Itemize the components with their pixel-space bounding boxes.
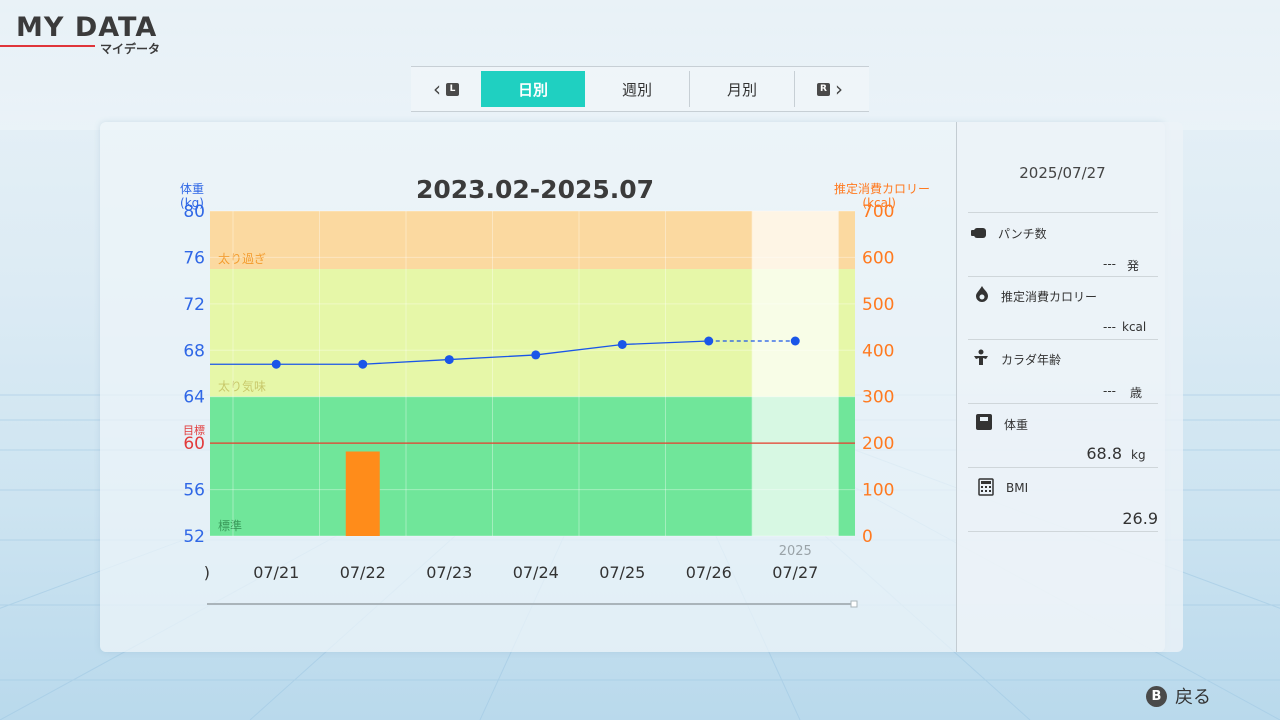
y-right-axis-label: 推定消費カロリー (kcal) xyxy=(833,182,930,210)
r-button-icon: R xyxy=(817,82,830,96)
weight-unit: kg xyxy=(1131,448,1146,462)
divider xyxy=(968,403,1158,404)
zone-band xyxy=(210,396,855,536)
chevron-left-icon: ‹ xyxy=(433,77,441,101)
next-period-button[interactable]: R › xyxy=(794,71,865,107)
back-label: 戻る xyxy=(1175,687,1211,708)
punch-unit: 発 xyxy=(1127,259,1140,273)
x-tick: 07/27 xyxy=(772,563,818,582)
body-age-value: --- xyxy=(1103,384,1116,398)
flame-icon xyxy=(976,286,988,302)
page-title: MY DATA xyxy=(16,12,158,43)
selected-column-highlight xyxy=(752,211,839,536)
zone-band xyxy=(210,211,855,270)
y-left-axis-label: 体重 (kg) xyxy=(179,182,204,210)
tab-monthly[interactable]: 月別 xyxy=(689,71,794,107)
x-tick: 07/23 xyxy=(426,563,472,582)
y-left-tick: 76 xyxy=(183,248,205,268)
weight-label: 体重 xyxy=(1004,418,1029,432)
y-right-tick: 100 xyxy=(862,481,894,501)
scale-icon xyxy=(976,414,992,430)
zone-label: 太り気味 xyxy=(218,379,266,394)
prev-period-button[interactable]: ‹ L xyxy=(411,71,481,107)
weight-point xyxy=(531,350,541,360)
y-right-tick: 200 xyxy=(862,434,894,454)
weight-point xyxy=(617,339,627,349)
period-tab-bar: ‹ L 日別 週別 月別 R › xyxy=(411,66,869,112)
chevron-right-icon: › xyxy=(835,77,843,101)
weight-point xyxy=(704,336,714,346)
l-button-icon: L xyxy=(446,82,459,96)
calculator-icon xyxy=(978,478,994,496)
y-right-tick: 600 xyxy=(862,248,894,268)
punch-label: パンチ数 xyxy=(998,227,1047,241)
body-age-unit: 歳 xyxy=(1130,386,1143,400)
b-button-icon: B xyxy=(1146,685,1167,707)
y-right-tick: 300 xyxy=(862,388,894,408)
x-tick: 07/26 xyxy=(686,563,732,582)
calorie-bar xyxy=(345,451,380,536)
calorie-label: 推定消費カロリー xyxy=(1001,290,1098,304)
body-age-label: カラダ年齢 xyxy=(1001,353,1062,367)
divider xyxy=(968,467,1158,468)
back-button[interactable]: B 戻る xyxy=(1146,683,1211,709)
chart-title: 2023.02-2025.07 xyxy=(415,175,655,204)
scroll-thumb[interactable] xyxy=(850,600,858,608)
x-tick: 07/24 xyxy=(513,563,559,582)
year-label: 2025 xyxy=(779,544,812,559)
x-tick-partial: ) xyxy=(204,563,210,582)
y-left-tick: 60 xyxy=(183,434,205,454)
y-right-tick: 700 xyxy=(862,202,894,222)
y-right-tick: 500 xyxy=(862,295,894,315)
divider xyxy=(968,339,1158,340)
y-left-tick: 72 xyxy=(183,295,205,315)
title-underline xyxy=(0,45,95,47)
divider xyxy=(968,276,1158,277)
y-left-tick: 52 xyxy=(183,527,205,547)
x-tick: 07/22 xyxy=(340,563,386,582)
selected-date: 2025/07/27 xyxy=(1019,164,1106,182)
weight-point xyxy=(271,359,281,369)
weight-value: 68.8 xyxy=(1086,444,1122,463)
y-left-tick: 80 xyxy=(183,202,205,222)
tab-weekly[interactable]: 週別 xyxy=(621,80,652,99)
weight-point xyxy=(790,336,800,346)
bmi-value: 26.9 xyxy=(1122,509,1158,528)
y-right-tick: 400 xyxy=(862,341,894,361)
weight-point xyxy=(358,359,368,369)
punch-icon xyxy=(971,228,986,238)
tab-daily[interactable]: 日別 xyxy=(481,71,585,107)
zone-band xyxy=(210,269,855,397)
page-subtitle: マイデータ xyxy=(100,42,161,56)
y-left-tick: 64 xyxy=(183,388,205,408)
bmi-label: BMI xyxy=(1006,481,1029,495)
calorie-unit: kcal xyxy=(1122,320,1147,334)
muscle-icon xyxy=(974,349,988,365)
goal-label: 目標 xyxy=(183,423,205,437)
zone-label: 太り過ぎ xyxy=(218,251,266,266)
info-panel xyxy=(956,122,1183,652)
divider xyxy=(968,212,1158,213)
calorie-value: --- xyxy=(1103,320,1116,334)
punch-value: --- xyxy=(1103,257,1116,271)
divider xyxy=(968,531,1158,532)
y-right-tick: 0 xyxy=(862,527,873,547)
y-left-tick: 56 xyxy=(183,481,205,501)
y-left-tick: 68 xyxy=(183,341,205,361)
x-tick: 07/21 xyxy=(253,563,299,582)
x-tick: 07/25 xyxy=(599,563,645,582)
zone-label: 標準 xyxy=(218,518,242,533)
weight-point xyxy=(444,355,454,365)
